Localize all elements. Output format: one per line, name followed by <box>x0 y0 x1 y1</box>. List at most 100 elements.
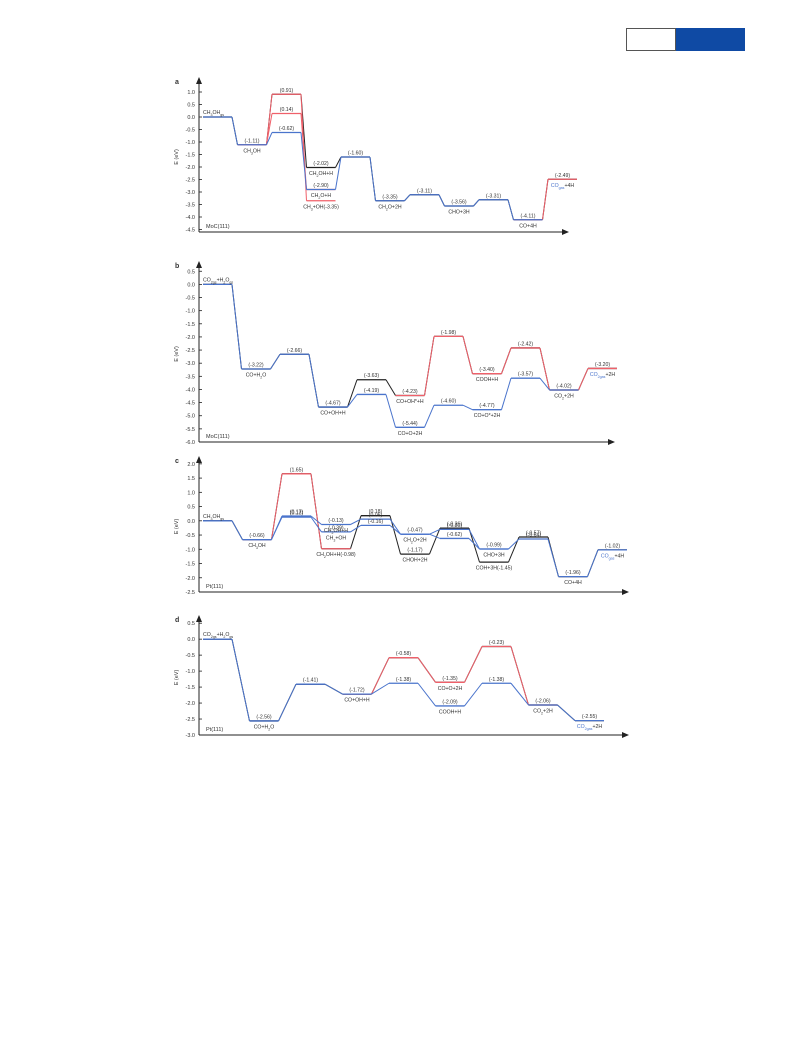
transition-line <box>369 156 376 201</box>
panel-letter: b <box>175 263 179 270</box>
x-axis-arrow <box>608 439 615 445</box>
state-label: CH3+OH(-3.35) <box>303 204 339 211</box>
energy-value-label: (-1.72) <box>349 688 365 694</box>
y-tick-label: -5.0 <box>186 414 195 420</box>
energy-value-label: (-2.56) <box>256 714 272 720</box>
energy-value-label: (-0.30) <box>447 523 463 529</box>
transition-line <box>587 549 599 577</box>
state-label: COH+3H(-1.45) <box>476 566 513 572</box>
transition-line <box>308 354 319 408</box>
y-tick-label: -1.5 <box>186 322 195 328</box>
energy-diagram-panel-d: 0.5 0.0 -0.5 -1.0 -1.5 -2.0 -2.5 -3.0 d E (eV) Pt(… <box>174 615 629 739</box>
state-label: CH2OH+H <box>324 528 348 535</box>
state-label: CH3OHgs <box>203 514 224 521</box>
energy-value-label: (-2.66) <box>287 348 303 354</box>
state-label: CH3OHgs <box>203 110 224 117</box>
energy-diagram-panel-a: 1.0 0.5 0.0 -0.5 -1.0 -1.5 -2.0 -2.5 -3.0 -3.5 -4.… <box>174 77 577 235</box>
energy-value-label: (-2.09) <box>442 699 458 705</box>
state-label: CH3OH <box>248 543 266 550</box>
transition-line <box>385 379 396 396</box>
transition-line <box>539 347 550 391</box>
transition-line <box>508 538 520 550</box>
energy-value-label: (-5.44) <box>402 421 418 427</box>
header-box <box>626 28 676 51</box>
y-tick-label: 0.5 <box>187 103 195 109</box>
transition-line <box>350 515 362 549</box>
energy-value-label: (-0.58) <box>396 651 412 657</box>
energy-value-label: (-3.40) <box>479 367 495 373</box>
energy-value-label: (-4.67) <box>325 401 341 407</box>
y-tick-label: -2.5 <box>186 590 195 596</box>
energy-value-label: (-1.38) <box>396 677 412 683</box>
transition-line <box>371 682 390 695</box>
energy-value-label: (-1.41) <box>303 678 319 684</box>
y-tick-label: -3.0 <box>186 733 195 739</box>
y-axis-arrow <box>196 456 202 463</box>
state-label: CO2+2H <box>533 708 553 715</box>
surface-label: MoC(111) <box>206 434 230 440</box>
transition-line <box>310 473 322 549</box>
energy-value-label: (-4.77) <box>479 403 495 409</box>
energy-value-label: (0.14) <box>280 107 294 113</box>
energy-value-label: (-1.35) <box>442 676 458 682</box>
transition-line <box>468 529 480 550</box>
panel-letter: d <box>175 617 179 624</box>
energy-value-label: (-3.31) <box>486 193 502 199</box>
energy-value-label: (0.13) <box>290 511 304 517</box>
y-tick-label: -2.0 <box>186 576 195 582</box>
transition-line <box>310 515 322 525</box>
y-tick-label: 1.0 <box>187 90 195 96</box>
state-label: CO+O+2H <box>438 686 463 692</box>
transition-line <box>462 336 473 374</box>
energy-value-label: (-2.90) <box>313 183 329 189</box>
energy-value-label: (-3.35) <box>382 194 398 200</box>
energy-value-label: (-2.02) <box>313 161 329 167</box>
y-tick-label: -1.0 <box>186 547 195 553</box>
energy-value-label: (-2.49) <box>555 173 571 179</box>
state-label: COOH+H <box>476 377 499 383</box>
energy-value-label: (-3.57) <box>518 372 534 378</box>
state-label: CO+4H <box>564 580 582 586</box>
panel-letter: c <box>175 458 179 465</box>
surface-label: MoC(111) <box>206 224 230 230</box>
transition-line <box>501 378 512 410</box>
y-tick-label: -2.0 <box>186 165 195 171</box>
transition-line <box>347 394 358 408</box>
energy-value-label: (-0.99) <box>486 542 502 548</box>
energy-value-label: (-1.11) <box>245 138 260 144</box>
x-axis-arrow <box>622 589 629 595</box>
y-tick-label: -4.5 <box>186 228 195 234</box>
transition-line <box>557 704 576 721</box>
state-label: CH2O+2H <box>378 204 401 211</box>
y-tick-label: -0.5 <box>186 296 195 302</box>
y-tick-label: -4.0 <box>186 387 195 393</box>
energy-value-label: (-0.23) <box>489 640 505 646</box>
energy-value-label: (-0.66) <box>249 533 265 539</box>
transition-line <box>347 379 358 408</box>
transition-line <box>231 520 243 540</box>
y-tick-label: -3.5 <box>186 374 195 380</box>
transition-line <box>468 538 480 550</box>
transition-line <box>404 194 411 202</box>
transition-line <box>438 194 445 207</box>
transition-line <box>350 524 362 533</box>
transition-line <box>424 405 435 428</box>
transition-line <box>271 516 283 540</box>
transition-line <box>231 639 250 722</box>
y-tick-label: 1.0 <box>187 490 195 496</box>
y-tick-label: -0.5 <box>186 128 195 134</box>
y-tick-label: 0.5 <box>187 269 195 275</box>
y-tick-label: 0.0 <box>187 519 195 525</box>
transition-line <box>270 353 281 370</box>
y-axis-label: E (eV) <box>174 346 180 362</box>
state-label: CO2+2H <box>554 393 574 400</box>
state-label: CO+H2O <box>246 372 267 379</box>
y-tick-label: -2.5 <box>186 717 195 723</box>
transition-line <box>462 404 473 411</box>
header-accent-bar <box>676 28 745 51</box>
y-tick-label: -1.0 <box>186 669 195 675</box>
energy-value-label: (-0.13) <box>328 518 344 524</box>
state-label: COgas+4H <box>551 183 574 190</box>
energy-value-label: (-0.64) <box>526 533 542 539</box>
transition-line <box>300 132 307 190</box>
